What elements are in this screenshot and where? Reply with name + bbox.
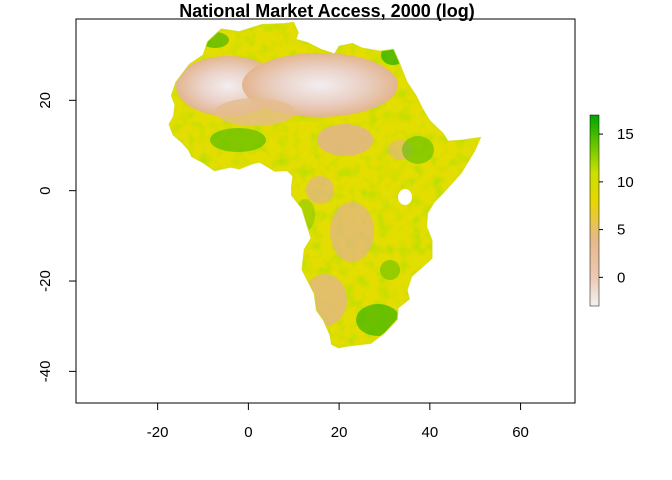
x-tick-label: 20 bbox=[331, 424, 348, 441]
legend-ticks: 0 5 10 15 bbox=[599, 126, 634, 286]
x-tick-label: 60 bbox=[512, 424, 529, 441]
x-tick-label: 0 bbox=[244, 424, 252, 441]
map-title: National Market Access, 2000 (log) bbox=[179, 1, 474, 21]
x-tick-label: -20 bbox=[147, 424, 169, 441]
x-tick-label: 40 bbox=[421, 424, 438, 441]
legend-tick-label: 5 bbox=[617, 222, 625, 239]
legend-tick-label: 10 bbox=[617, 174, 634, 191]
color-legend: 0 5 10 15 bbox=[589, 114, 634, 307]
y-tick-label: -20 bbox=[37, 270, 54, 292]
y-tick-label: -40 bbox=[37, 361, 54, 383]
legend-tick-label: 15 bbox=[617, 126, 634, 143]
y-axis-ticks: -40 -20 0 20 bbox=[37, 92, 76, 382]
legend-color-bar bbox=[589, 114, 600, 307]
x-axis-ticks: -20 0 20 40 60 bbox=[147, 403, 529, 441]
y-tick-label: 20 bbox=[37, 92, 54, 109]
y-tick-label: 0 bbox=[37, 186, 54, 194]
africa-raster bbox=[169, 22, 481, 348]
legend-tick-label: 0 bbox=[617, 269, 625, 286]
